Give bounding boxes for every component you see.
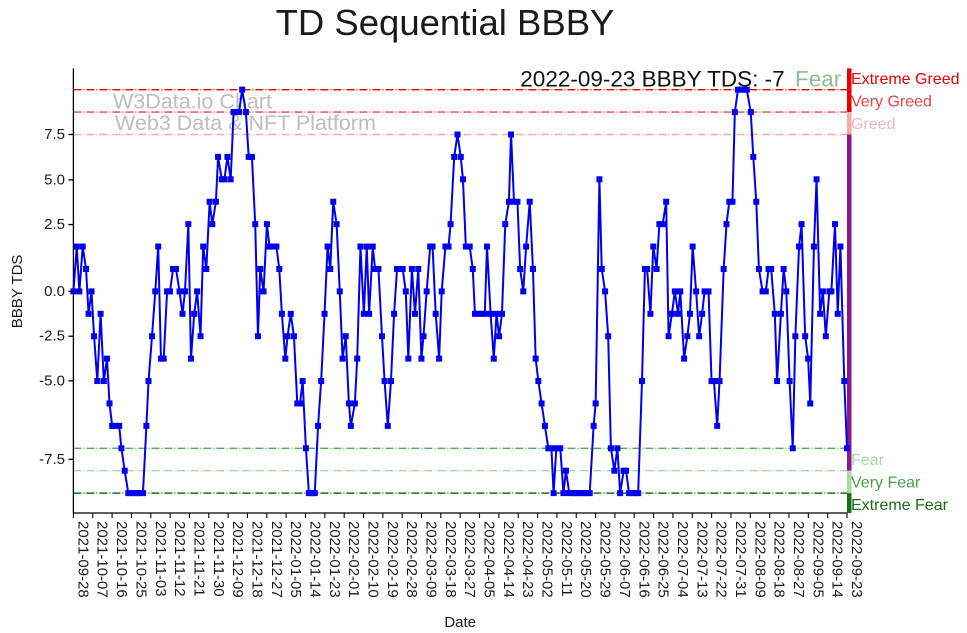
svg-text:2022-03-09: 2022-03-09 (423, 521, 440, 598)
svg-text:2022-01-23: 2022-01-23 (326, 521, 343, 598)
svg-text:2022-08-09: 2022-08-09 (751, 521, 768, 598)
svg-text:-7.5: -7.5 (39, 451, 65, 468)
svg-text:2021-10-07: 2021-10-07 (94, 521, 111, 598)
svg-text:Greed: Greed (851, 116, 895, 133)
svg-text:2021-12-18: 2021-12-18 (248, 521, 265, 598)
svg-text:Very Fear: Very Fear (851, 475, 921, 492)
svg-text:2022-05-02: 2022-05-02 (539, 521, 556, 598)
svg-text:2021-10-25: 2021-10-25 (132, 521, 149, 598)
svg-text:2022-09-23: 2022-09-23 (848, 521, 865, 598)
svg-text:Very Greed: Very Greed (851, 94, 932, 111)
svg-text:7.5: 7.5 (44, 126, 65, 143)
svg-text:2022-05-20: 2022-05-20 (577, 521, 594, 598)
svg-text:2022-06-25: 2022-06-25 (655, 521, 672, 598)
svg-text:2021-11-12: 2021-11-12 (171, 521, 188, 597)
svg-text:2022-06-07: 2022-06-07 (616, 521, 633, 598)
svg-text:Fear: Fear (795, 67, 842, 92)
svg-text:2022-02-01: 2022-02-01 (345, 521, 362, 598)
svg-text:-2.5: -2.5 (39, 328, 65, 345)
svg-text:2022-07-31: 2022-07-31 (732, 521, 749, 598)
svg-text:2022-05-11: 2022-05-11 (558, 521, 575, 597)
svg-text:BBBY TDS: BBBY TDS (9, 255, 26, 329)
svg-text:2022-02-28: 2022-02-28 (403, 521, 420, 598)
svg-text:2022-04-23: 2022-04-23 (519, 521, 536, 598)
svg-text:2022-07-13: 2022-07-13 (693, 521, 710, 598)
svg-text:2022-06-16: 2022-06-16 (635, 521, 652, 598)
svg-text:2022-04-05: 2022-04-05 (481, 521, 498, 598)
svg-text:2022-09-14: 2022-09-14 (829, 521, 846, 598)
svg-text:2.5: 2.5 (44, 216, 65, 233)
svg-text:2021-12-09: 2021-12-09 (229, 521, 246, 598)
svg-text:2022-03-18: 2022-03-18 (442, 521, 459, 598)
svg-text:2022-07-22: 2022-07-22 (713, 521, 730, 598)
svg-text:2022-01-05: 2022-01-05 (287, 521, 304, 598)
svg-text:2022-02-19: 2022-02-19 (384, 521, 401, 598)
svg-text:2022-03-27: 2022-03-27 (461, 521, 478, 598)
svg-text:2021-10-16: 2021-10-16 (113, 521, 130, 598)
svg-text:2022-02-10: 2022-02-10 (365, 521, 382, 598)
svg-text:Extreme Greed: Extreme Greed (851, 71, 959, 88)
svg-text:2022-07-04: 2022-07-04 (674, 521, 691, 598)
svg-text:2021-11-03: 2021-11-03 (152, 521, 169, 597)
svg-text:0.0: 0.0 (44, 283, 65, 300)
svg-text:-5.0: -5.0 (39, 373, 65, 390)
svg-text:2021-12-27: 2021-12-27 (268, 521, 285, 598)
svg-text:2022-04-14: 2022-04-14 (500, 521, 517, 598)
svg-text:2022-08-18: 2022-08-18 (771, 521, 788, 598)
svg-text:Fear: Fear (851, 452, 885, 469)
svg-text:2022-09-05: 2022-09-05 (809, 521, 826, 598)
svg-text:2022-01-14: 2022-01-14 (306, 521, 323, 598)
svg-text:5.0: 5.0 (44, 172, 65, 189)
svg-text:2021-09-28: 2021-09-28 (74, 521, 91, 598)
svg-text:Date: Date (444, 614, 476, 631)
svg-text:2021-11-21: 2021-11-21 (190, 521, 207, 597)
svg-text:2022-08-27: 2022-08-27 (790, 521, 807, 598)
svg-text:2021-11-30: 2021-11-30 (210, 521, 227, 597)
svg-text:2022-05-29: 2022-05-29 (597, 521, 614, 598)
svg-text:Extreme Fear: Extreme Fear (851, 497, 949, 514)
